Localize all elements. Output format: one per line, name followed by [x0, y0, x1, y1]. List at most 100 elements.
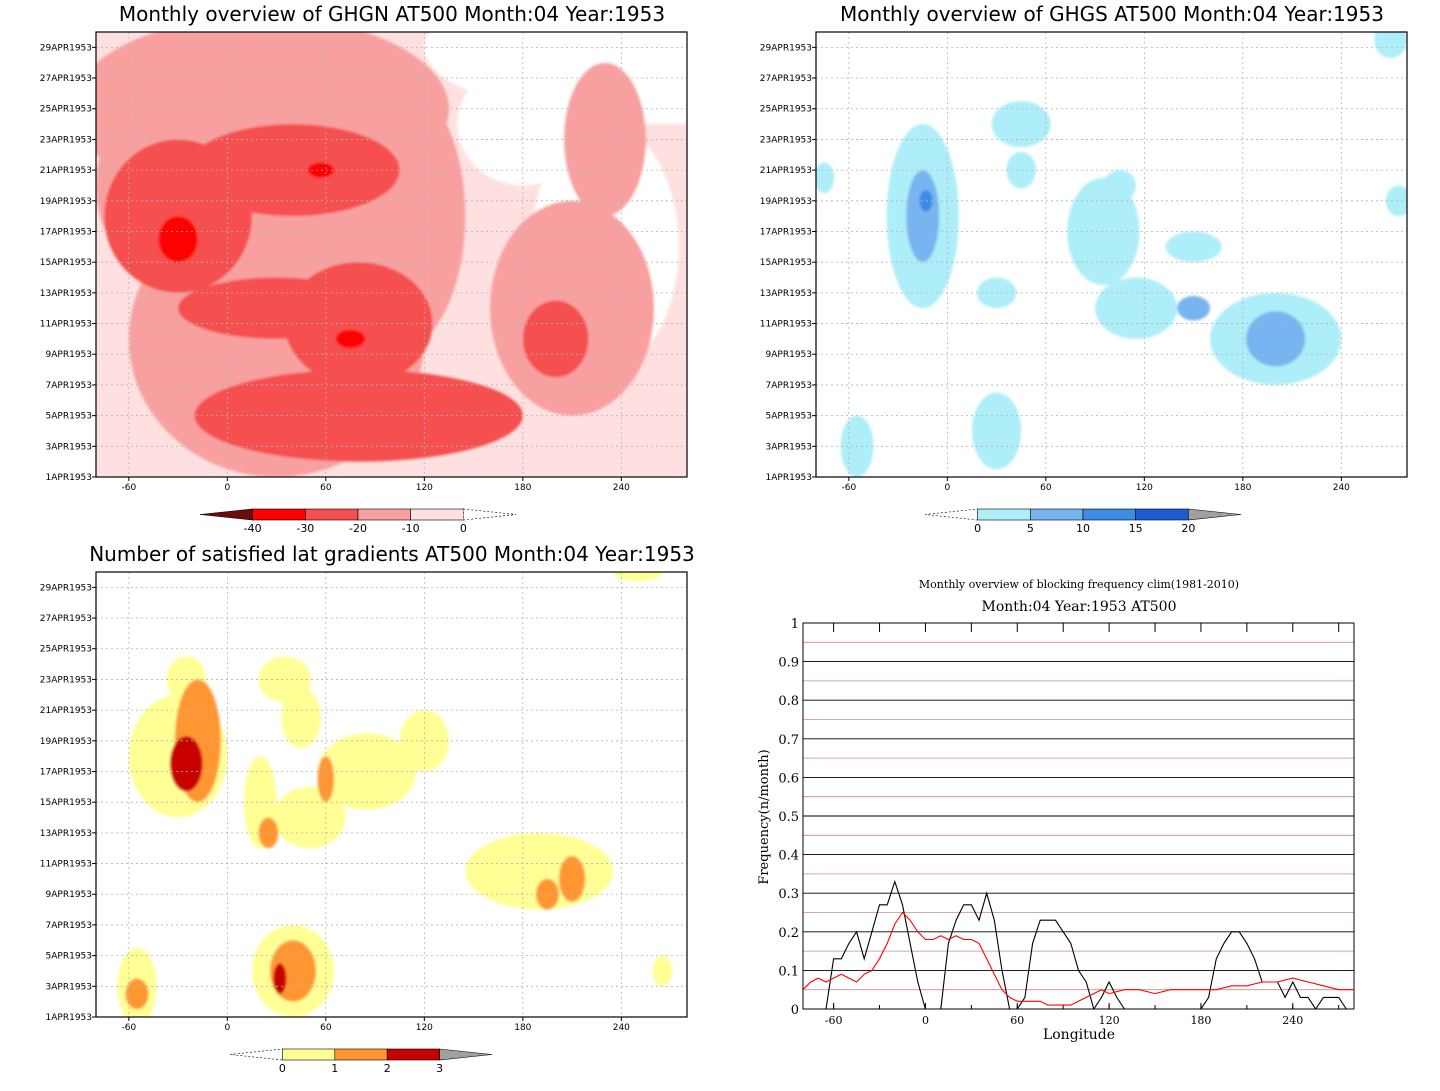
- blocking-xlabel: Longitude: [1043, 1027, 1115, 1043]
- x-tick-label: 0: [944, 483, 950, 493]
- colorbar-swatch: [410, 508, 464, 521]
- plot-frame: [802, 622, 1355, 1010]
- colorbar-end-triangle: [199, 508, 253, 521]
- contour-region: [563, 62, 646, 217]
- y-tick-label: 0: [791, 1003, 799, 1018]
- y-tick-label: 3APR1953: [46, 442, 92, 452]
- blocking-frequency-panel: Monthly overview of blocking frequency c…: [757, 578, 1355, 1043]
- colorbar-label: 3: [436, 1062, 443, 1075]
- colorbar-swatch: [1030, 508, 1084, 521]
- y-tick-label: 15APR1953: [40, 258, 92, 268]
- y-tick-label: 11APR1953: [40, 860, 92, 870]
- colorbar-end-triangle: [439, 1048, 493, 1061]
- colorbar-swatch: [305, 508, 359, 521]
- colorbar-swatch: [334, 1048, 388, 1061]
- x-tick-label: 240: [1282, 1014, 1303, 1027]
- contour-region: [1177, 295, 1211, 321]
- colorbar-label: 20: [1181, 522, 1195, 535]
- y-tick-label: 9APR1953: [46, 890, 92, 900]
- y-tick-label: 7APR1953: [46, 921, 92, 931]
- colorbar-swatch: [386, 1048, 440, 1061]
- x-tick-label: 60: [1010, 1014, 1024, 1027]
- contour-region: [971, 392, 1022, 470]
- ghgn-title: Monthly overview of GHGN AT500 Month:04 …: [119, 2, 665, 26]
- y-tick-label: 25APR1953: [760, 105, 812, 115]
- colorbar-swatch: [252, 508, 306, 521]
- contour-region: [307, 162, 335, 178]
- colorbar-swatch: [357, 508, 411, 521]
- y-tick-label: 3APR1953: [46, 982, 92, 992]
- contour-region: [1103, 170, 1137, 201]
- colorbar-swatch: [1135, 508, 1189, 521]
- colorbar-label: 0: [279, 1062, 286, 1075]
- y-tick-label: 13APR1953: [760, 289, 812, 299]
- lat-gradients-title: Number of satisfied lat gradients AT500 …: [89, 542, 695, 566]
- contour-region: [273, 963, 287, 994]
- plot-frame: [815, 31, 1408, 478]
- y-tick-label: 13APR1953: [40, 829, 92, 839]
- y-tick-label: 0.9: [778, 656, 799, 671]
- y-tick-label: 7APR1953: [46, 381, 92, 391]
- y-tick-label: 3APR1953: [766, 442, 812, 452]
- y-tick-label: 17APR1953: [40, 767, 92, 777]
- y-tick-label: 23APR1953: [40, 135, 92, 145]
- x-tick-label: 240: [613, 483, 630, 493]
- contour-region: [1246, 311, 1306, 367]
- x-tick-label: 120: [1136, 483, 1153, 493]
- contour-region: [558, 855, 586, 902]
- x-tick-label: 120: [416, 483, 433, 493]
- series-line-climatology: [803, 911, 1354, 1006]
- contour-region: [169, 736, 203, 792]
- colorbar-label: 10: [1076, 522, 1090, 535]
- y-tick-label: 27APR1953: [760, 74, 812, 84]
- x-tick-label: 180: [1190, 1014, 1211, 1027]
- x-tick-label: 180: [514, 1023, 531, 1033]
- y-tick-label: 15APR1953: [40, 798, 92, 808]
- y-tick-label: 5APR1953: [46, 412, 92, 422]
- colorbar-end-triangle: [463, 508, 517, 521]
- blocking-ylabel: Frequency(n/month): [757, 749, 772, 884]
- x-tick-label: -60: [121, 1023, 136, 1033]
- y-tick-label: 29APR1953: [760, 43, 812, 53]
- y-tick-label: 5APR1953: [46, 952, 92, 962]
- y-tick-label: 5APR1953: [766, 412, 812, 422]
- y-tick-label: 21APR1953: [760, 166, 812, 176]
- y-tick-label: 17APR1953: [40, 227, 92, 237]
- contour-region: [522, 300, 589, 378]
- ghgs-panel: Monthly overview of GHGS AT500 Month:04 …: [760, 2, 1408, 535]
- colorbar-label: 2: [384, 1062, 391, 1075]
- y-tick-label: 0.5: [778, 810, 799, 825]
- contour-region: [258, 817, 279, 849]
- y-tick-label: 9APR1953: [766, 350, 812, 360]
- y-tick-label: 0.8: [778, 694, 799, 709]
- contour-region: [273, 786, 346, 849]
- colorbar-end-triangle: [1188, 508, 1242, 521]
- colorbar-end-triangle: [924, 508, 978, 521]
- contour-region: [652, 955, 673, 987]
- colorbar-label: 15: [1129, 522, 1143, 535]
- colorbar: 0 1 2 3: [229, 1048, 493, 1075]
- colorbar-label: -30: [296, 522, 314, 535]
- contour-region: [457, 62, 589, 186]
- y-tick-label: 27APR1953: [40, 74, 92, 84]
- y-tick-label: 1APR1953: [46, 473, 92, 483]
- x-tick-label: 60: [1040, 483, 1052, 493]
- y-tick-label: 17APR1953: [760, 227, 812, 237]
- lat-gradients-panel: Number of satisfied lat gradients AT500 …: [40, 542, 695, 1075]
- contour-region: [613, 572, 663, 582]
- colorbar-swatch: [1082, 508, 1136, 521]
- y-tick-label: 25APR1953: [40, 105, 92, 115]
- y-tick-label: 11APR1953: [760, 320, 812, 330]
- y-tick-label: 0.2: [778, 926, 799, 941]
- y-tick-label: 11APR1953: [40, 320, 92, 330]
- y-tick-label: 0.1: [778, 964, 799, 979]
- y-tick-label: 19APR1953: [760, 197, 812, 207]
- y-tick-label: 19APR1953: [40, 197, 92, 207]
- contour-region: [1067, 177, 1140, 286]
- ghgs-title: Monthly overview of GHGS AT500 Month:04 …: [840, 2, 1384, 26]
- contour-region: [158, 216, 198, 263]
- contour-region: [1095, 277, 1178, 339]
- x-tick-label: 60: [320, 483, 332, 493]
- x-tick-label: 240: [613, 1023, 630, 1033]
- x-tick-label: 0: [224, 1023, 230, 1033]
